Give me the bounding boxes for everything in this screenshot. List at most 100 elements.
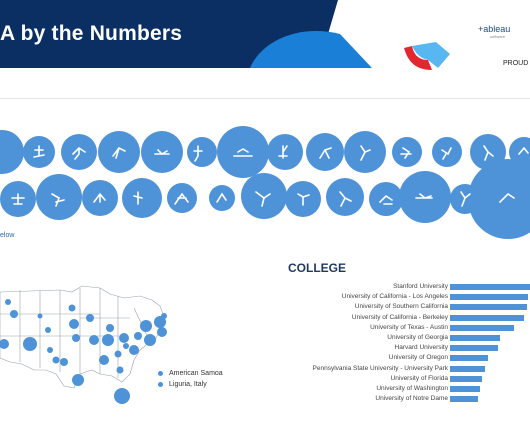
college-bar[interactable]	[450, 375, 482, 382]
college-bar-row[interactable]: University of Washington	[270, 384, 530, 394]
sport-bubble	[306, 133, 344, 171]
college-bar-row[interactable]: University of Southern California	[270, 302, 530, 312]
college-bar[interactable]	[450, 294, 529, 301]
athlete-pictogram	[193, 145, 203, 162]
map-dot	[134, 332, 142, 340]
map-dot	[72, 334, 80, 342]
college-bar[interactable]	[450, 355, 489, 362]
map-dot	[106, 324, 114, 332]
college-bar[interactable]	[450, 304, 527, 311]
college-bar[interactable]	[450, 365, 486, 372]
sport-bubble	[369, 182, 403, 216]
athlete-pictogram	[400, 147, 412, 159]
map-dot	[86, 314, 94, 322]
college-label: University of Texas - Austin	[370, 323, 448, 331]
us-outline	[0, 285, 167, 389]
banner-shape	[0, 0, 372, 68]
athlete-pictogram	[518, 146, 529, 155]
college-label: University of Southern California	[354, 303, 448, 311]
athlete-pictogram	[483, 145, 494, 161]
proud-text: PROUD	[503, 60, 529, 67]
map-dot	[140, 320, 152, 332]
college-bar-list: Stanford University University of Califor…	[270, 282, 530, 404]
college-bar-row[interactable]: University of California - Los Angeles	[270, 292, 530, 302]
college-label: University of Oregon	[388, 354, 448, 362]
tableau-logo[interactable]: +ableau software	[478, 24, 510, 39]
us-map[interactable]	[0, 278, 175, 408]
map-dot	[69, 319, 79, 329]
athlete-pictogram	[460, 191, 471, 207]
college-bar-row[interactable]: Stanford University	[270, 282, 530, 292]
map-dot	[144, 334, 156, 346]
athlete-pictogram	[216, 192, 227, 203]
athlete-pictogram	[174, 192, 189, 205]
map-dot	[72, 374, 84, 386]
map-dot	[161, 313, 167, 319]
college-bar[interactable]	[450, 386, 480, 392]
map-dot	[5, 299, 11, 305]
athlete-pictogram	[499, 192, 515, 203]
legend-dot-icon	[158, 382, 163, 387]
college-bar-row[interactable]: University of Texas - Austin	[270, 323, 530, 333]
college-bar-row[interactable]: University of California - Berkeley	[270, 313, 530, 323]
college-label: Pennsylvania State University - Universi…	[312, 364, 448, 372]
college-bar-row[interactable]: Pennsylvania State University - Universi…	[270, 364, 530, 374]
header-divider	[0, 98, 530, 99]
athlete-pictogram	[255, 191, 271, 207]
map-dot	[89, 335, 99, 345]
athlete-pictogram	[297, 193, 310, 206]
sport-bubble	[267, 134, 303, 170]
athlete-pictogram	[154, 149, 170, 156]
college-bar[interactable]	[450, 345, 498, 352]
college-bar-row[interactable]: University of Georgia	[270, 333, 530, 343]
sport-bubble	[217, 126, 269, 178]
college-bar-row[interactable]: University of Florida	[270, 374, 530, 384]
tableau-wordmark: +ableau	[478, 24, 511, 34]
map-dot	[114, 350, 122, 358]
athlete-pictogram	[278, 145, 288, 159]
athlete-pictogram	[11, 193, 25, 205]
sport-bubble	[0, 130, 24, 174]
sport-bubble	[241, 173, 287, 219]
college-bar-row[interactable]: University of Oregon	[270, 353, 530, 363]
college-label: Stanford University	[393, 283, 448, 290]
college-bar[interactable]	[450, 314, 525, 321]
map-dot	[0, 339, 9, 349]
legend-label: Liguria, Italy	[169, 381, 207, 388]
sport-bubble	[187, 137, 217, 167]
athlete-pictogram	[360, 145, 371, 161]
college-bar-row[interactable]: Harvard University	[270, 343, 530, 353]
map-dot	[119, 333, 129, 343]
college-label: University of Georgia	[387, 334, 448, 341]
map-dot	[47, 347, 53, 353]
sport-bubble	[432, 137, 462, 167]
map-legend: American Samoa Liguria, Italy	[158, 368, 223, 390]
map-dot	[60, 358, 68, 366]
map-dot	[10, 310, 18, 318]
legend-item[interactable]: Liguria, Italy	[158, 379, 223, 390]
college-bar[interactable]	[450, 335, 501, 341]
sport-bubble	[209, 185, 235, 211]
map-dot	[102, 334, 114, 346]
college-bar[interactable]	[450, 284, 530, 290]
athlete-pictogram	[133, 191, 143, 205]
map-dot	[99, 355, 109, 365]
sport-bubble	[468, 159, 530, 239]
map-dot	[37, 313, 43, 319]
college-bar-row[interactable]: University of Notre Dame	[270, 394, 530, 404]
tableau-subtext: software	[490, 34, 506, 39]
sport-bubble	[36, 174, 82, 220]
athlete-pictogram	[233, 148, 253, 157]
athlete-pictogram	[51, 193, 65, 207]
athlete-pictogram	[441, 147, 452, 160]
college-label: University of Notre Dame	[375, 395, 448, 403]
college-bar[interactable]	[450, 324, 514, 331]
see-below-link[interactable]: elow	[0, 232, 15, 239]
page-title: A by the Numbers	[0, 22, 183, 45]
college-bar[interactable]	[450, 396, 478, 403]
legend-label: American Samoa	[169, 370, 223, 377]
flag-logo	[404, 42, 450, 70]
sports-bubbles[interactable]	[0, 110, 530, 250]
map-dot	[52, 356, 60, 364]
legend-item[interactable]: American Samoa	[158, 368, 223, 379]
